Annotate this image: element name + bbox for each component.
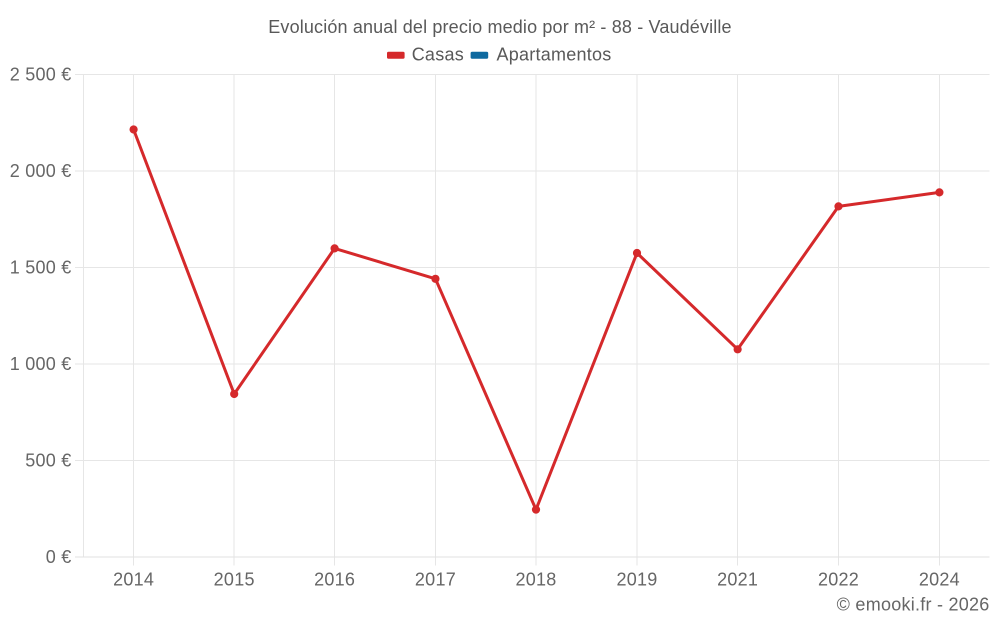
svg-text:1 500 €: 1 500 € — [10, 258, 72, 278]
svg-text:Evolución anual del precio med: Evolución anual del precio medio por m² … — [268, 17, 731, 37]
svg-text:2 000 €: 2 000 € — [10, 161, 72, 181]
svg-text:Casas: Casas — [412, 44, 464, 64]
svg-text:2021: 2021 — [717, 569, 758, 589]
svg-text:2019: 2019 — [616, 569, 657, 589]
svg-text:1 000 €: 1 000 € — [10, 354, 72, 374]
svg-text:2 500 €: 2 500 € — [10, 65, 72, 85]
svg-text:2016: 2016 — [314, 569, 355, 589]
svg-text:© emooki.fr - 2026: © emooki.fr - 2026 — [837, 594, 990, 614]
svg-text:Apartamentos: Apartamentos — [497, 44, 612, 64]
svg-text:2015: 2015 — [214, 569, 255, 589]
svg-text:2018: 2018 — [515, 569, 556, 589]
svg-text:500 €: 500 € — [25, 451, 71, 471]
svg-text:2017: 2017 — [415, 569, 456, 589]
svg-text:2024: 2024 — [919, 569, 960, 589]
svg-text:2022: 2022 — [818, 569, 859, 589]
svg-text:2014: 2014 — [113, 569, 154, 589]
svg-text:0 €: 0 € — [46, 547, 72, 567]
